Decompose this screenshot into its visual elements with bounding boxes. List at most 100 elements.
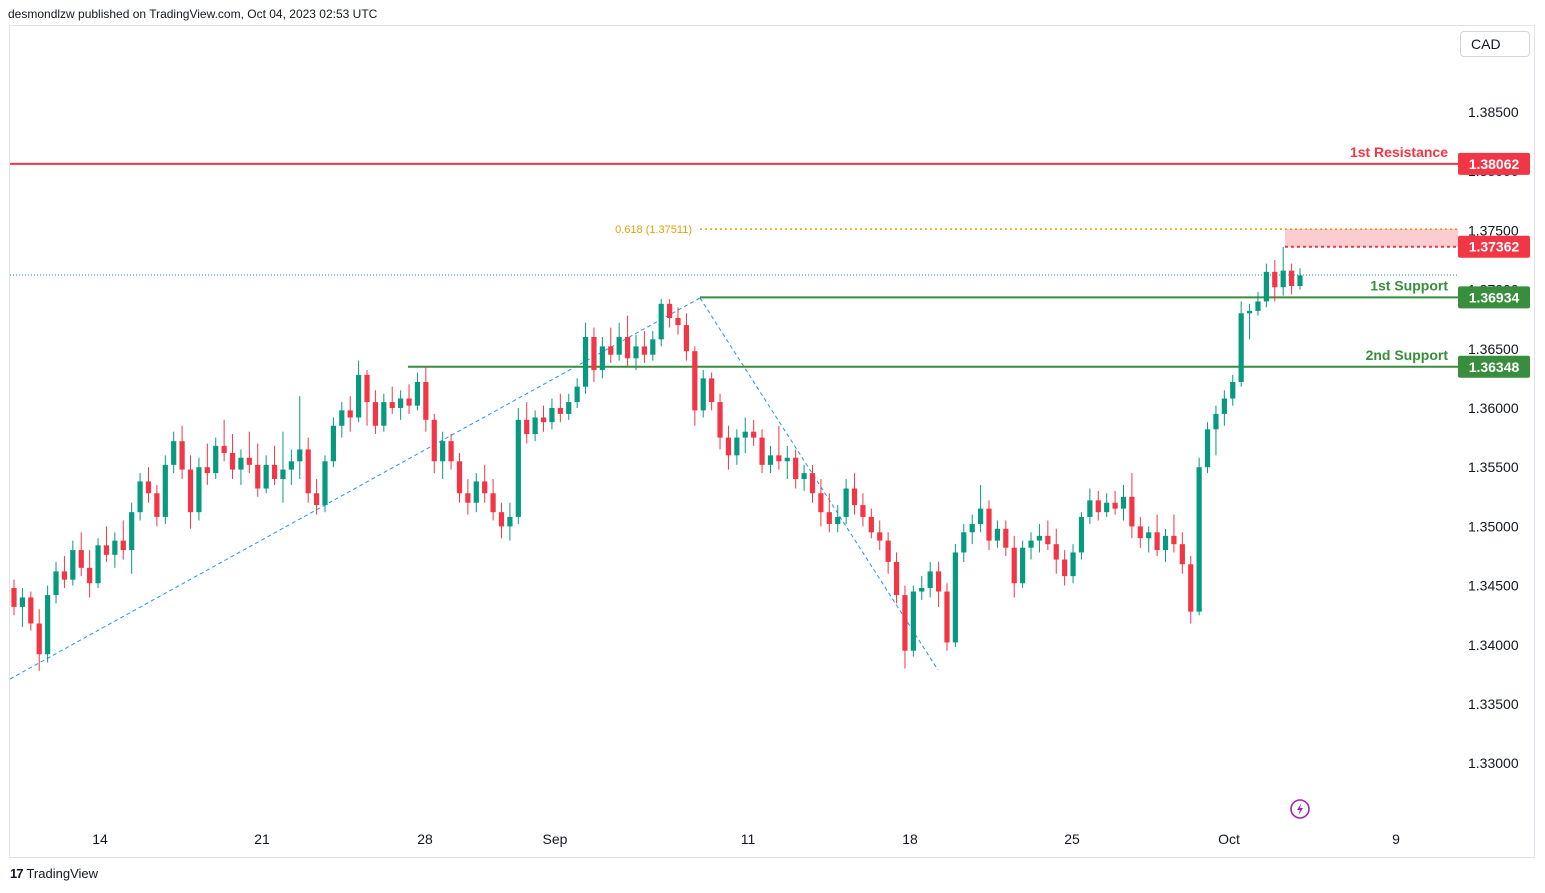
candle-body bbox=[944, 591, 950, 643]
candle bbox=[549, 398, 555, 430]
candle-body bbox=[885, 540, 891, 562]
candle bbox=[1196, 457, 1202, 616]
candle bbox=[1028, 532, 1034, 560]
candle-body bbox=[549, 408, 555, 423]
candle-body bbox=[599, 346, 605, 371]
candle-body bbox=[1154, 532, 1160, 551]
candle-body bbox=[45, 595, 51, 655]
candle-body bbox=[171, 441, 177, 465]
candle bbox=[994, 520, 1001, 548]
candle bbox=[767, 445, 774, 474]
time-tick-label: 11 bbox=[741, 831, 756, 847]
candle-body bbox=[414, 381, 421, 406]
price-axis: 1.385001.380001.375001.370001.365001.360… bbox=[1468, 104, 1519, 771]
candle-body bbox=[675, 318, 681, 326]
candle bbox=[742, 417, 748, 453]
price-tick-label: 1.33500 bbox=[1468, 696, 1519, 712]
candle bbox=[700, 370, 706, 418]
candle-body bbox=[1246, 310, 1253, 314]
candle bbox=[1213, 405, 1219, 456]
candle-body bbox=[767, 455, 774, 465]
candle-body bbox=[213, 445, 219, 474]
candle-body bbox=[751, 431, 757, 438]
candle bbox=[1204, 422, 1211, 474]
tradingview-footer[interactable]: 17 TradingView bbox=[10, 866, 98, 881]
candle bbox=[935, 561, 942, 607]
candle-body bbox=[330, 425, 337, 462]
candle bbox=[1246, 303, 1253, 340]
candle bbox=[120, 520, 126, 560]
candle-body bbox=[145, 481, 152, 494]
level-lines bbox=[10, 162, 1458, 368]
candle-body bbox=[1188, 564, 1194, 612]
candle-body bbox=[1011, 547, 1017, 584]
candle bbox=[599, 336, 605, 379]
candle-body bbox=[994, 528, 1001, 541]
candle bbox=[448, 434, 454, 470]
currency-selector[interactable]: CAD bbox=[1460, 31, 1530, 57]
candle-body bbox=[1162, 535, 1169, 551]
level-price-badge bbox=[1458, 152, 1530, 175]
candle-body bbox=[633, 346, 639, 359]
candle-body bbox=[1078, 516, 1085, 553]
candle-body bbox=[1171, 535, 1177, 545]
candle-body bbox=[1263, 271, 1269, 302]
candle bbox=[624, 315, 631, 367]
candle bbox=[45, 585, 51, 663]
candle bbox=[19, 587, 26, 628]
level-name: 2nd Support bbox=[1366, 347, 1449, 363]
candle bbox=[490, 479, 496, 521]
candle-body bbox=[473, 481, 479, 503]
time-tick-label: 21 bbox=[254, 831, 270, 847]
candle-body bbox=[927, 571, 933, 588]
candle bbox=[591, 327, 597, 382]
candle-body bbox=[179, 441, 185, 470]
candle-body bbox=[1112, 502, 1118, 509]
candle bbox=[204, 443, 210, 485]
candle-body bbox=[288, 461, 294, 470]
level-labels: 1st Resistance 1.38062 1st Support 1.36934 2… bbox=[615, 144, 1530, 378]
candle bbox=[1053, 528, 1059, 574]
candle-body bbox=[431, 419, 437, 462]
candle bbox=[61, 556, 68, 588]
candle bbox=[1087, 488, 1093, 525]
candle bbox=[398, 390, 404, 420]
candle bbox=[213, 437, 219, 480]
candle-body bbox=[11, 587, 17, 607]
replay-lightning-icon[interactable] bbox=[1290, 799, 1310, 819]
candle-body bbox=[725, 437, 732, 456]
candle-body bbox=[448, 441, 454, 462]
candle bbox=[288, 449, 294, 485]
candle bbox=[246, 431, 252, 474]
candle-body bbox=[389, 402, 395, 408]
candle-body bbox=[793, 457, 799, 480]
candle-body bbox=[1053, 544, 1059, 560]
candle-body bbox=[1230, 381, 1236, 399]
candle bbox=[11, 579, 17, 616]
candle bbox=[1045, 520, 1051, 551]
candle bbox=[1078, 512, 1085, 560]
candle bbox=[330, 417, 337, 468]
candle bbox=[171, 431, 177, 474]
candle-body bbox=[1028, 540, 1034, 548]
candle bbox=[1221, 390, 1227, 426]
candle bbox=[137, 473, 143, 521]
candle bbox=[944, 583, 950, 651]
candle-body bbox=[1288, 270, 1295, 287]
candle bbox=[1011, 535, 1017, 598]
candle bbox=[1062, 550, 1068, 586]
candle bbox=[297, 396, 303, 480]
candle bbox=[423, 366, 429, 432]
candle bbox=[793, 449, 799, 489]
candle-body bbox=[818, 493, 824, 513]
candle-body bbox=[196, 467, 202, 513]
candle bbox=[1120, 484, 1127, 521]
candle-body bbox=[271, 464, 278, 480]
candle bbox=[809, 464, 816, 503]
candle bbox=[507, 502, 513, 541]
price-tick-label: 1.37500 bbox=[1468, 222, 1519, 238]
candle bbox=[1280, 246, 1286, 296]
candle-body bbox=[162, 464, 168, 517]
candle bbox=[633, 334, 639, 371]
